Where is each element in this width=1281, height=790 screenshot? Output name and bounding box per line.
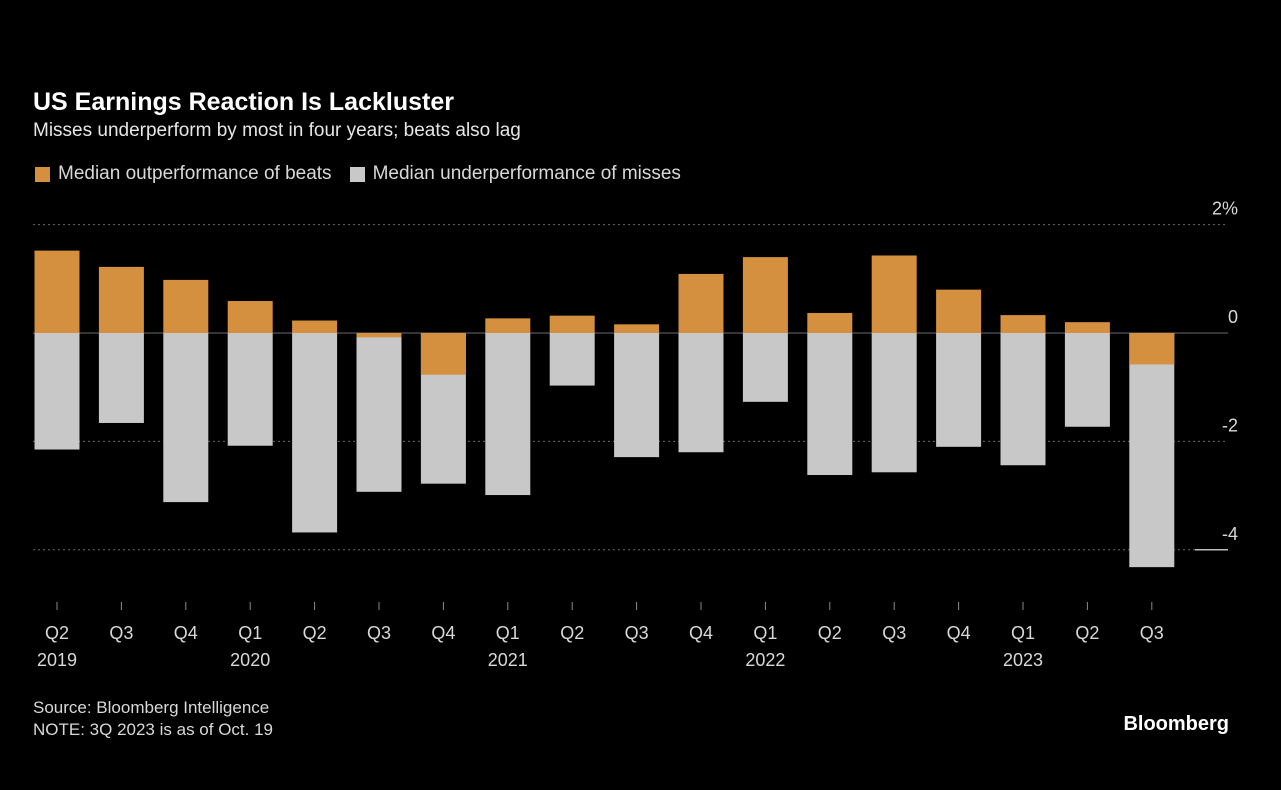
bar-beats (34, 250, 80, 333)
bar-beats (936, 289, 982, 333)
x-tick-label: Q2 (45, 623, 69, 643)
x-tick-label: Q2 (818, 623, 842, 643)
bar-misses (614, 333, 660, 458)
bar-misses (227, 333, 273, 446)
y-tick-label: -4 (1222, 524, 1238, 544)
footer-notes: Source: Bloomberg Intelligence NOTE: 3Q … (33, 697, 273, 741)
x-year-label: 2019 (37, 650, 77, 670)
chart-subtitle: Misses underperform by most in four year… (33, 120, 521, 141)
bar-beats (292, 320, 338, 333)
x-tick-label: Q4 (431, 623, 455, 643)
legend-label-beats: Median outperformance of beats (58, 163, 332, 184)
bar-beats (742, 257, 788, 333)
x-tick-label: Q4 (174, 623, 198, 643)
x-year-label: 2021 (488, 650, 528, 670)
legend-item-misses: Median underperformance of misses (349, 163, 681, 185)
x-tick-label: Q4 (689, 623, 713, 643)
y-tick-label: -2 (1222, 415, 1238, 435)
chart-title: US Earnings Reaction Is Lackluster (33, 88, 454, 116)
bar-misses (292, 333, 338, 533)
bar-beats (871, 255, 917, 333)
bar-misses (936, 333, 982, 447)
bar-misses (1129, 333, 1175, 568)
bar-misses (1064, 333, 1110, 427)
bar-beats (1064, 322, 1110, 333)
x-tick-label: Q3 (1140, 623, 1164, 643)
bar-misses (98, 333, 144, 423)
x-tick-label: Q3 (109, 623, 133, 643)
x-tick-label: Q4 (947, 623, 971, 643)
x-tick-label: Q3 (625, 623, 649, 643)
bar-misses (871, 333, 917, 473)
bar-beats (1000, 315, 1046, 333)
bar-beats (98, 266, 144, 333)
y-tick-label: 0 (1228, 307, 1238, 327)
x-tick-label: Q2 (1075, 623, 1099, 643)
bar-beats (227, 301, 273, 333)
x-tick-label: Q1 (496, 623, 520, 643)
chart-legend: Median outperformance of beats Median un… (35, 163, 699, 185)
note-text: NOTE: 3Q 2023 is as of Oct. 19 (33, 720, 273, 739)
x-year-label: 2022 (745, 650, 785, 670)
bar-misses (485, 333, 531, 496)
bloomberg-logo: Bloomberg (1123, 713, 1229, 735)
legend-swatch-beats (35, 166, 50, 182)
x-year-label: 2023 (1003, 650, 1043, 670)
bar-beats (807, 312, 853, 333)
y-tick-label: 2% (1212, 199, 1238, 219)
bar-beats (549, 315, 595, 333)
x-tick-label: Q3 (882, 623, 906, 643)
x-tick-label: Q2 (303, 623, 327, 643)
bar-beats (614, 324, 660, 333)
bar-beats (485, 318, 531, 333)
bar-beats (163, 279, 209, 333)
bar-misses (742, 333, 788, 402)
bar-misses (34, 333, 80, 450)
bar-misses (678, 333, 724, 453)
legend-item-beats: Median outperformance of beats (35, 163, 332, 185)
legend-swatch-misses (349, 166, 365, 182)
legend-label-misses: Median underperformance of misses (372, 163, 681, 184)
bar-beats (678, 273, 724, 333)
source-text: Source: Bloomberg Intelligence (33, 698, 270, 717)
bar-misses (356, 333, 402, 492)
x-tick-label: Q2 (560, 623, 584, 643)
x-tick-label: Q3 (367, 623, 391, 643)
bar-misses (807, 333, 853, 476)
bar-misses (549, 333, 595, 386)
x-tick-label: Q1 (1011, 623, 1035, 643)
x-year-label: 2020 (230, 650, 270, 670)
bar-beats (356, 333, 402, 338)
bar-misses (163, 333, 209, 503)
x-tick-label: Q1 (753, 623, 777, 643)
bar-beats (1129, 333, 1175, 365)
x-tick-label: Q1 (238, 623, 262, 643)
bar-misses (1000, 333, 1046, 466)
bar-beats (420, 333, 466, 375)
